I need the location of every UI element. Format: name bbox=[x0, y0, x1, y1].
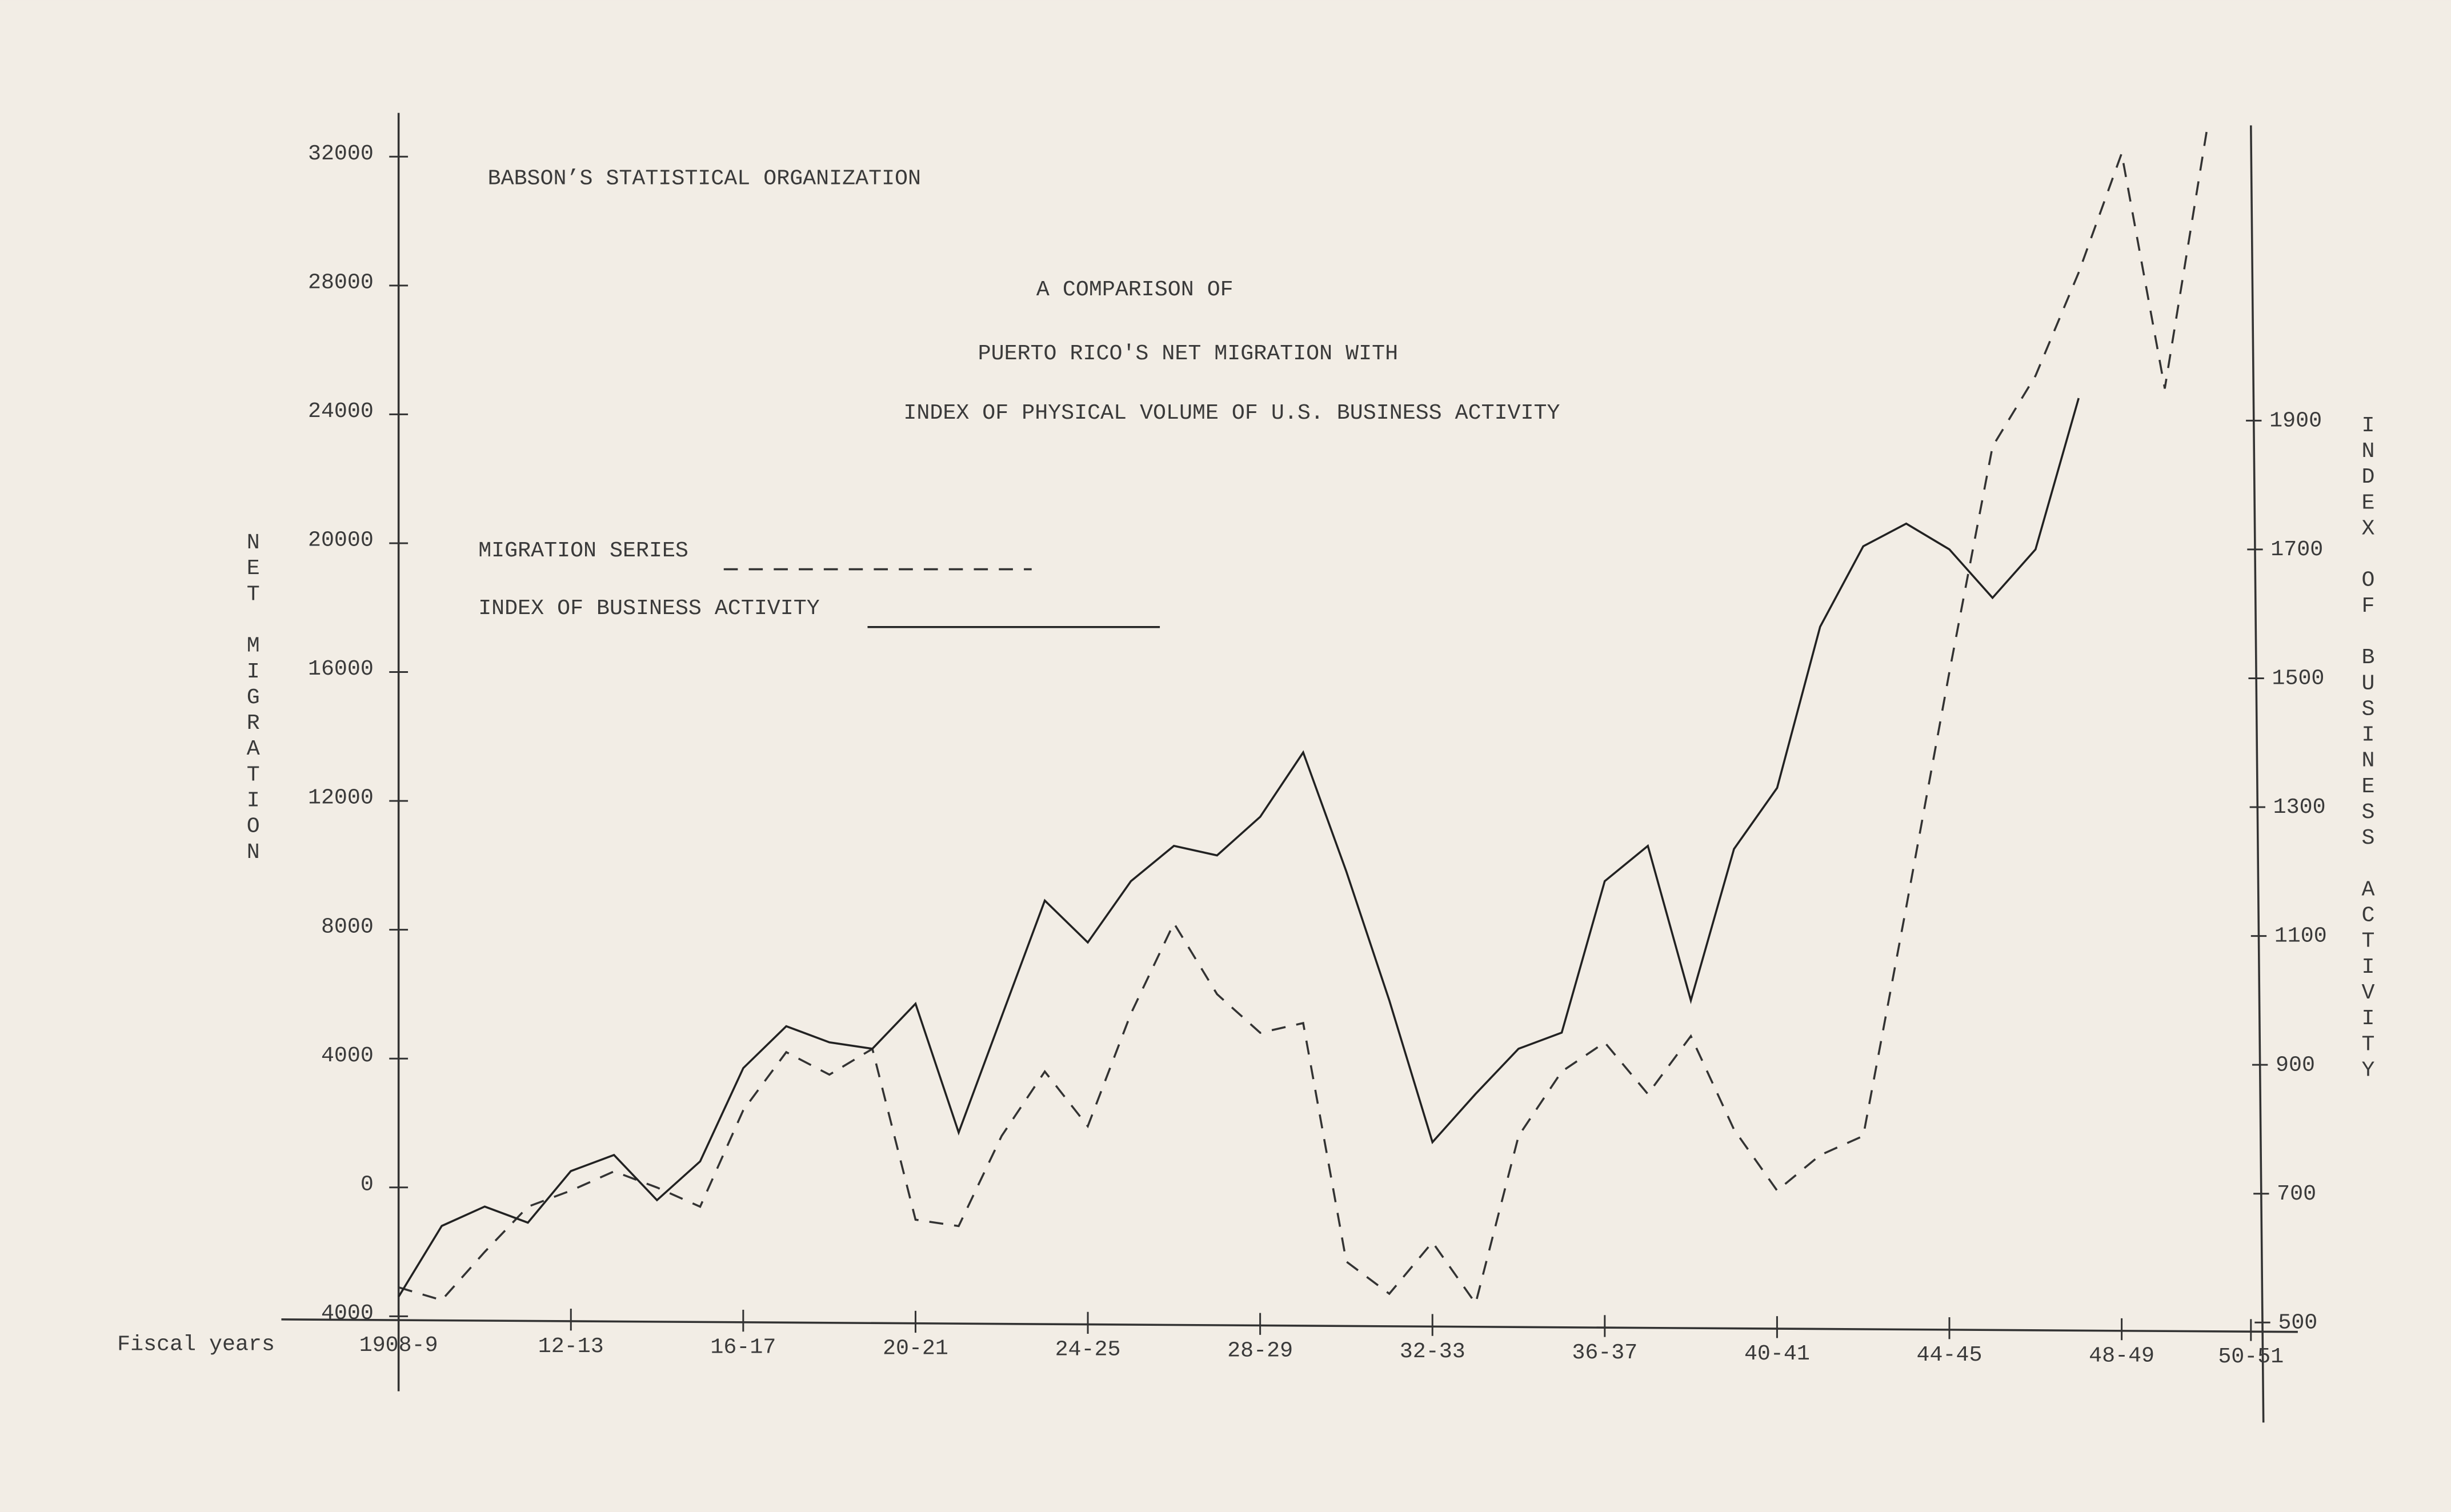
y-tick-label: 24000 bbox=[308, 399, 374, 424]
y-tick-label: 32000 bbox=[308, 141, 374, 166]
legend-label: MIGRATION SERIES bbox=[478, 538, 688, 563]
y-tick-label: 8000 bbox=[321, 914, 374, 939]
y-tick-label: 0 bbox=[361, 1172, 374, 1197]
y-tick-label: 4000 bbox=[321, 1301, 374, 1326]
legend-label: INDEX OF BUSINESS ACTIVITY bbox=[478, 596, 820, 621]
y2-axis bbox=[2250, 125, 2265, 1423]
x-tick-label: 40-41 bbox=[1744, 1341, 1810, 1366]
data-line bbox=[398, 398, 2080, 1298]
x-tick-label: 28-29 bbox=[1227, 1338, 1293, 1363]
y2-tick-label: 900 bbox=[2276, 1052, 2315, 1077]
x-tick-label: 50-51 bbox=[2218, 1344, 2284, 1369]
x-tick-label: 32-33 bbox=[1400, 1339, 1465, 1364]
chart-title: A COMPARISON OF bbox=[1036, 277, 1233, 302]
x-tick-label: 20-21 bbox=[883, 1336, 948, 1361]
chart-title: INDEX OF PHYSICAL VOLUME OF U.S. BUSINES… bbox=[903, 400, 1560, 426]
y-tick-label: 28000 bbox=[308, 270, 374, 295]
y2-tick-label: 500 bbox=[2278, 1310, 2317, 1335]
y-tick-label: 20000 bbox=[308, 528, 374, 553]
x-tick-label: 36-37 bbox=[1572, 1340, 1637, 1365]
y-tick-label: 12000 bbox=[308, 785, 374, 811]
y2-tick-label: 700 bbox=[2277, 1181, 2316, 1206]
y2-tick-label: 1100 bbox=[2274, 924, 2327, 949]
header: BABSON’S STATISTICAL ORGANIZATION bbox=[488, 166, 921, 191]
x-axis-label: Fiscal years bbox=[117, 1332, 275, 1357]
x-tick-label: 48-49 bbox=[2089, 1343, 2154, 1369]
x-axis bbox=[281, 1318, 2298, 1333]
y2-tick-label: 1900 bbox=[2269, 408, 2322, 433]
x-tick-label: 44-45 bbox=[1917, 1342, 1983, 1367]
x-tick-label: 1908-9 bbox=[359, 1333, 438, 1358]
y-tick-label: 16000 bbox=[308, 656, 374, 681]
chart-title: PUERTO RICO'S NET MIGRATION WITH bbox=[978, 341, 1398, 366]
y2-tick-label: 1700 bbox=[2270, 537, 2323, 562]
x-tick-label: 24-25 bbox=[1055, 1337, 1121, 1362]
data-line bbox=[398, 124, 2209, 1306]
y-tick-label: 4000 bbox=[321, 1043, 374, 1068]
y2-tick-label: 1300 bbox=[2273, 795, 2326, 820]
x-tick-label: 16-17 bbox=[710, 1335, 776, 1360]
y2-tick-label: 1500 bbox=[2272, 666, 2324, 691]
x-tick-label: 12-13 bbox=[538, 1334, 604, 1359]
